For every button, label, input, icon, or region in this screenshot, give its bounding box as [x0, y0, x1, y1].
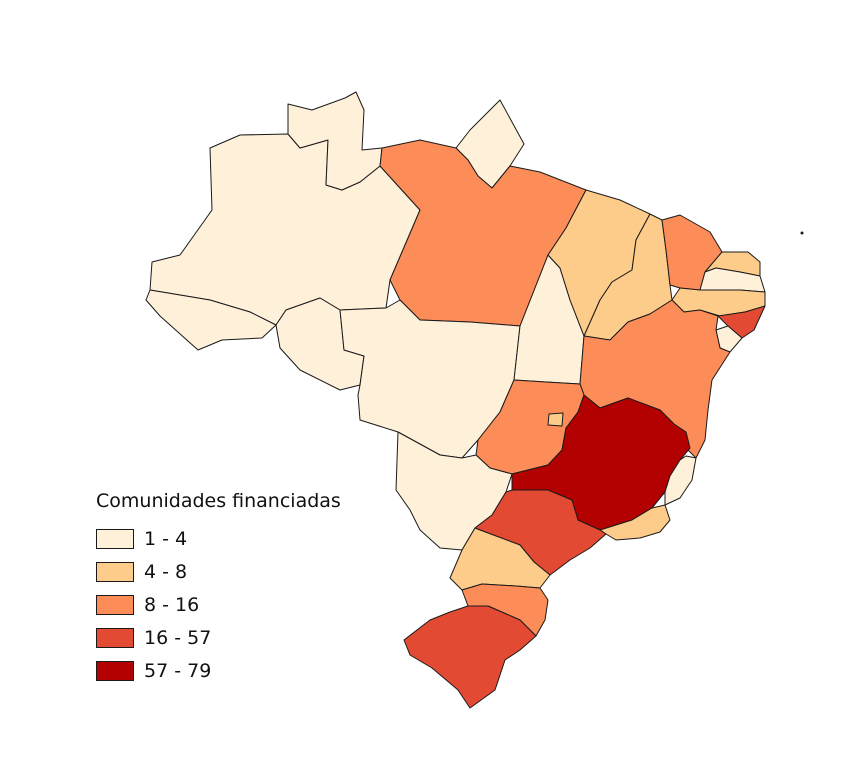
state-df: [547, 412, 564, 427]
legend-label-3: 8 - 16: [144, 593, 200, 616]
legend-item-1: 1 - 4: [96, 522, 341, 555]
legend-label-5: 57 - 79: [144, 659, 212, 682]
legend-swatch-5: [96, 660, 134, 681]
legend-swatch-2: [96, 561, 134, 582]
legend-label-4: 16 - 57: [144, 626, 212, 649]
legend-label-1: 1 - 4: [144, 527, 188, 550]
legend-item-3: 8 - 16: [96, 588, 341, 621]
state-mt: [339, 299, 521, 459]
legend-item-2: 4 - 8: [96, 555, 341, 588]
state-pr: [449, 527, 551, 591]
state-ac: [145, 289, 277, 351]
legend-title: Comunidades financiadas: [96, 490, 341, 512]
legend-item-5: 57 - 79: [96, 654, 341, 687]
legend-item-4: 16 - 57: [96, 621, 341, 654]
legend: Comunidades financiadas 1 - 4 4 - 8 8 - …: [96, 490, 341, 687]
legend-swatch-4: [96, 627, 134, 648]
legend-label-2: 4 - 8: [144, 560, 188, 583]
state-rs: [403, 605, 537, 709]
island-dot: [800, 231, 804, 235]
legend-swatch-1: [96, 528, 134, 549]
legend-swatch-3: [96, 594, 134, 615]
